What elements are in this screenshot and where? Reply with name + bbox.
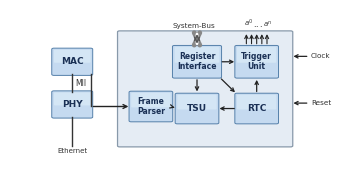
- Text: System-Bus: System-Bus: [173, 23, 216, 29]
- Text: Frame
Parser: Frame Parser: [137, 97, 165, 116]
- FancyBboxPatch shape: [175, 93, 219, 124]
- FancyBboxPatch shape: [173, 45, 222, 78]
- FancyBboxPatch shape: [54, 92, 91, 105]
- FancyBboxPatch shape: [177, 95, 217, 109]
- Text: TSU: TSU: [187, 104, 207, 113]
- FancyBboxPatch shape: [175, 47, 219, 63]
- FancyBboxPatch shape: [52, 91, 93, 118]
- Text: PHY: PHY: [62, 100, 83, 109]
- FancyBboxPatch shape: [54, 50, 91, 63]
- FancyBboxPatch shape: [118, 31, 293, 147]
- Text: Clock: Clock: [311, 53, 330, 59]
- Text: MII: MII: [75, 79, 86, 88]
- Text: Reset: Reset: [311, 100, 331, 106]
- Text: RTC: RTC: [247, 104, 266, 113]
- FancyBboxPatch shape: [237, 95, 276, 109]
- Text: Ethernet: Ethernet: [57, 147, 87, 153]
- FancyBboxPatch shape: [235, 45, 279, 78]
- Text: $\cdot\!\cdot\!\cdot$: $\cdot\!\cdot\!\cdot$: [253, 20, 264, 29]
- Text: Register
Interface: Register Interface: [177, 52, 217, 71]
- Text: $a^n$: $a^n$: [262, 19, 272, 29]
- Text: MAC: MAC: [61, 57, 84, 66]
- FancyBboxPatch shape: [237, 47, 276, 63]
- FancyBboxPatch shape: [131, 93, 170, 107]
- Text: Trigger
Unit: Trigger Unit: [241, 52, 272, 71]
- FancyBboxPatch shape: [235, 93, 279, 124]
- FancyBboxPatch shape: [129, 91, 173, 122]
- Text: $a^0$: $a^0$: [244, 18, 253, 29]
- FancyBboxPatch shape: [52, 48, 93, 75]
